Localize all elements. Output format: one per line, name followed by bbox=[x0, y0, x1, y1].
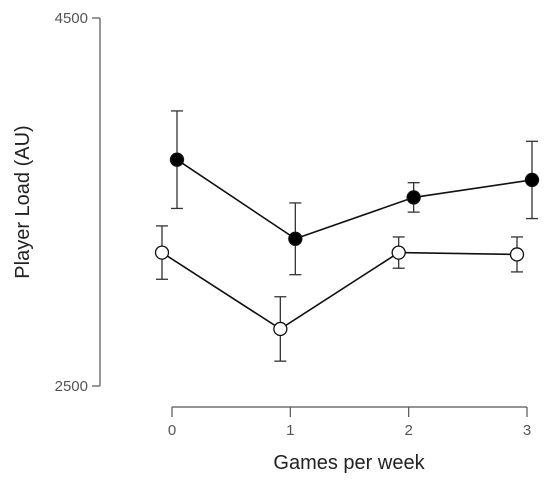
series-1 bbox=[169, 110, 540, 276]
series-line bbox=[161, 251, 518, 330]
x-tick-label: 3 bbox=[523, 422, 531, 439]
data-point bbox=[406, 190, 421, 205]
data-point bbox=[524, 172, 540, 188]
x-tick-label: 2 bbox=[404, 422, 412, 439]
data-point bbox=[273, 321, 288, 337]
data-point bbox=[169, 152, 185, 167]
data-point bbox=[509, 247, 525, 262]
y-tick-label: 4500 bbox=[55, 10, 88, 27]
plot-area bbox=[154, 110, 540, 362]
series-line bbox=[176, 159, 533, 240]
data-point bbox=[288, 231, 303, 246]
y-axis: 2500 4500 bbox=[55, 10, 101, 395]
series-2 bbox=[154, 225, 525, 362]
y-axis-title: Player Load (AU) bbox=[12, 125, 34, 278]
x-axis: 0 1 2 3 bbox=[168, 406, 531, 439]
data-point bbox=[154, 245, 170, 260]
x-tick-label: 0 bbox=[168, 422, 176, 439]
x-tick-label: 1 bbox=[286, 422, 294, 439]
y-tick-label: 2500 bbox=[55, 378, 88, 395]
x-axis-title: Games per week bbox=[273, 452, 425, 474]
data-point bbox=[391, 245, 406, 260]
